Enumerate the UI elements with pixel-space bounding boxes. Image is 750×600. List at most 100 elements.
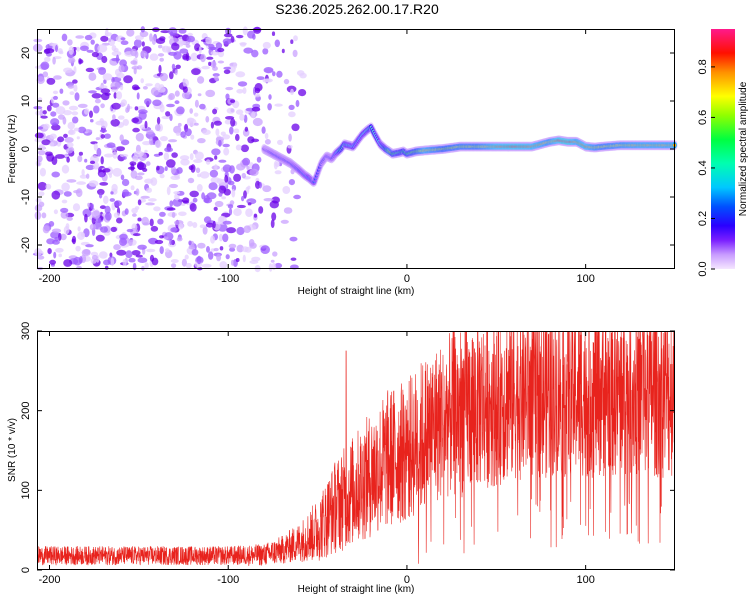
noise-speckle	[55, 44, 58, 53]
noise-speckle	[132, 155, 139, 163]
noise-speckle	[230, 99, 236, 103]
noise-speckle	[48, 221, 55, 227]
noise-speckle	[243, 190, 247, 199]
noise-speckle	[68, 129, 74, 135]
noise-speckle	[260, 245, 271, 255]
noise-speckle	[76, 181, 86, 185]
noise-speckle	[89, 160, 96, 165]
noise-speckle	[55, 154, 65, 159]
noise-speckle	[57, 48, 63, 54]
noise-speckle	[228, 243, 237, 249]
noise-speckle	[215, 136, 225, 142]
noise-speckle	[184, 128, 192, 137]
noise-speckle	[72, 203, 81, 212]
noise-speckle	[77, 103, 88, 108]
noise-speckle	[254, 83, 263, 92]
noise-speckle	[168, 51, 177, 56]
noise-speckle	[48, 43, 58, 47]
x-tick-label: 0	[404, 273, 410, 285]
noise-speckle	[159, 36, 166, 41]
noise-speckle	[113, 244, 121, 251]
noise-speckle	[180, 131, 186, 138]
colorbar-gradient	[711, 29, 735, 269]
noise-speckle	[194, 99, 199, 108]
noise-speckle	[274, 39, 280, 48]
noise-speckle	[190, 134, 195, 140]
noise-speckle	[104, 265, 109, 270]
noise-speckle	[100, 35, 109, 42]
noise-speckle	[109, 198, 116, 202]
noise-speckle	[77, 126, 87, 134]
noise-speckle	[166, 159, 176, 168]
noise-speckle	[171, 42, 180, 51]
noise-speckle	[170, 165, 176, 174]
noise-speckle	[137, 244, 147, 250]
noise-speckle	[247, 185, 251, 190]
noise-speckle	[218, 159, 227, 163]
noise-speckle	[165, 46, 172, 52]
noise-speckle	[113, 212, 120, 219]
noise-speckle	[247, 202, 252, 206]
noise-speckle	[176, 167, 183, 174]
noise-speckle	[210, 121, 214, 129]
figure-title: S236.2025.262.00.17.R20	[275, 1, 439, 17]
noise-speckle	[162, 46, 166, 51]
noise-speckle	[137, 199, 142, 206]
noise-speckle	[50, 111, 57, 117]
noise-speckle	[63, 259, 73, 267]
snr-frame	[37, 331, 675, 570]
noise-speckle	[270, 219, 275, 228]
noise-speckle	[51, 124, 61, 131]
noise-speckle	[88, 90, 97, 94]
noise-speckle	[42, 110, 47, 115]
noise-speckle	[120, 174, 125, 181]
noise-speckle	[86, 173, 90, 179]
noise-speckle	[124, 208, 129, 215]
noise-speckle	[292, 49, 298, 58]
noise-speckle	[131, 250, 141, 256]
noise-speckle	[159, 211, 166, 217]
noise-speckle	[64, 137, 74, 143]
noise-speckle	[255, 180, 261, 189]
noise-speckle	[168, 139, 178, 143]
noise-speckle	[244, 126, 249, 132]
noise-speckle	[121, 178, 130, 187]
noise-speckle	[158, 151, 163, 156]
noise-speckle	[67, 84, 75, 89]
noise-speckle	[262, 48, 269, 55]
noise-speckle	[269, 200, 279, 209]
noise-speckle	[104, 92, 111, 96]
noise-speckle	[142, 167, 148, 172]
noise-speckle	[243, 225, 251, 233]
noise-speckle	[230, 118, 236, 127]
noise-speckle	[210, 61, 217, 68]
noise-speckle	[233, 62, 238, 69]
noise-speckle	[271, 31, 276, 36]
noise-speckle	[205, 222, 214, 228]
noise-speckle	[89, 223, 97, 231]
noise-speckle	[242, 254, 246, 263]
noise-speckle	[61, 33, 68, 42]
noise-speckle	[113, 200, 122, 207]
noise-speckle	[191, 249, 199, 256]
noise-speckle	[122, 156, 127, 160]
noise-speckle	[142, 141, 152, 146]
noise-speckle	[201, 65, 210, 70]
noise-speckle	[100, 226, 108, 233]
noise-speckle	[58, 253, 62, 258]
noise-speckle	[132, 127, 140, 133]
noise-speckle	[203, 216, 212, 224]
noise-speckle	[137, 217, 142, 222]
noise-speckle	[163, 236, 169, 240]
noise-speckle	[190, 164, 196, 173]
noise-speckle	[208, 46, 218, 51]
noise-speckle	[213, 206, 218, 211]
noise-speckle	[34, 137, 43, 143]
noise-speckle	[182, 78, 189, 88]
noise-speckle	[268, 263, 273, 272]
noise-speckle	[49, 142, 55, 147]
noise-speckle	[194, 122, 199, 126]
noise-speckle	[182, 200, 189, 204]
noise-speckle	[73, 190, 81, 194]
noise-speckle	[98, 251, 108, 259]
